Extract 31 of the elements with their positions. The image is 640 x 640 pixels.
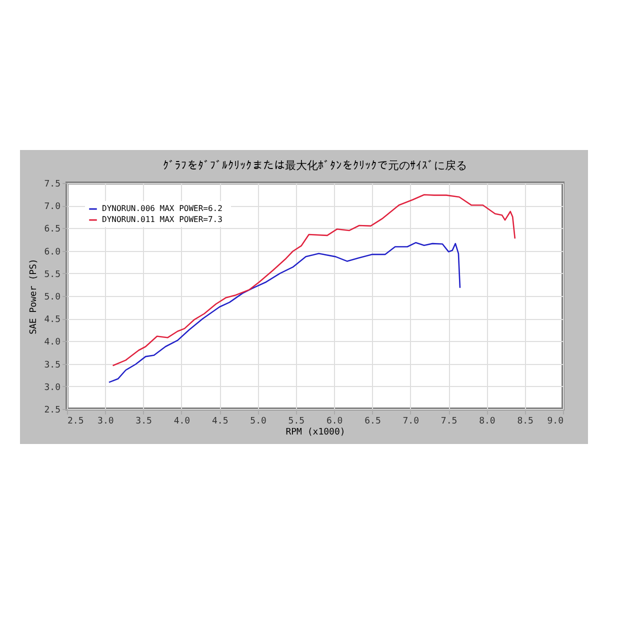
line-series (108, 242, 461, 383)
x-tick-label: 8.0 (479, 416, 496, 426)
legend-label: DYNORUN.011 MAX POWER=7.3 (102, 215, 223, 224)
y-tick-label: 3.0 (44, 382, 60, 393)
x-tick-label: 3.0 (98, 416, 114, 426)
y-tick-label: 5.5 (44, 270, 60, 280)
x-tick-label: 5.0 (250, 416, 266, 426)
y-axis-title: SAE Power (PS) (29, 258, 40, 334)
x-tick-label: 7.0 (402, 416, 420, 426)
y-tick-label: 7.5 (44, 180, 60, 190)
x-tick-label: 6.5 (364, 416, 381, 426)
x-tick-label: 4.0 (174, 416, 190, 426)
y-tick-label: 5.0 (44, 292, 60, 302)
y-tick-label: 4.0 (44, 338, 60, 348)
x-tick-label: 8.5 (517, 416, 534, 426)
x-tick-label: 3.5 (136, 416, 152, 426)
legend-label: DYNORUN.006 MAX POWER=6.2 (102, 204, 223, 213)
y-tick-label: 3.5 (44, 360, 60, 370)
x-tick-label: 6.0 (326, 416, 343, 426)
x-tick-label: 7.5 (440, 416, 458, 426)
y-tick-label: 7.0 (44, 202, 60, 212)
x-tick-label: 9.0 (547, 416, 564, 426)
x-tick-label: 4.5 (212, 416, 228, 426)
x-tick-label: 2.5 (68, 416, 84, 426)
chart-subtitle: ｸﾞﾗﾌをﾀﾞﾌﾞﾙｸﾘｯｸまたは最大化ﾎﾞﾀﾝをｸﾘｯｸで元のｻｲｽﾞに戻る (163, 159, 467, 172)
x-tick-label: 5.5 (288, 416, 305, 426)
y-tick-label: 6.0 (44, 247, 60, 258)
y-tick-label: 2.5 (44, 406, 60, 416)
y-tick-label: 6.5 (44, 224, 60, 235)
x-axis-title: RPM (x1000) (286, 428, 346, 438)
y-tick-label: 4.5 (44, 315, 60, 326)
